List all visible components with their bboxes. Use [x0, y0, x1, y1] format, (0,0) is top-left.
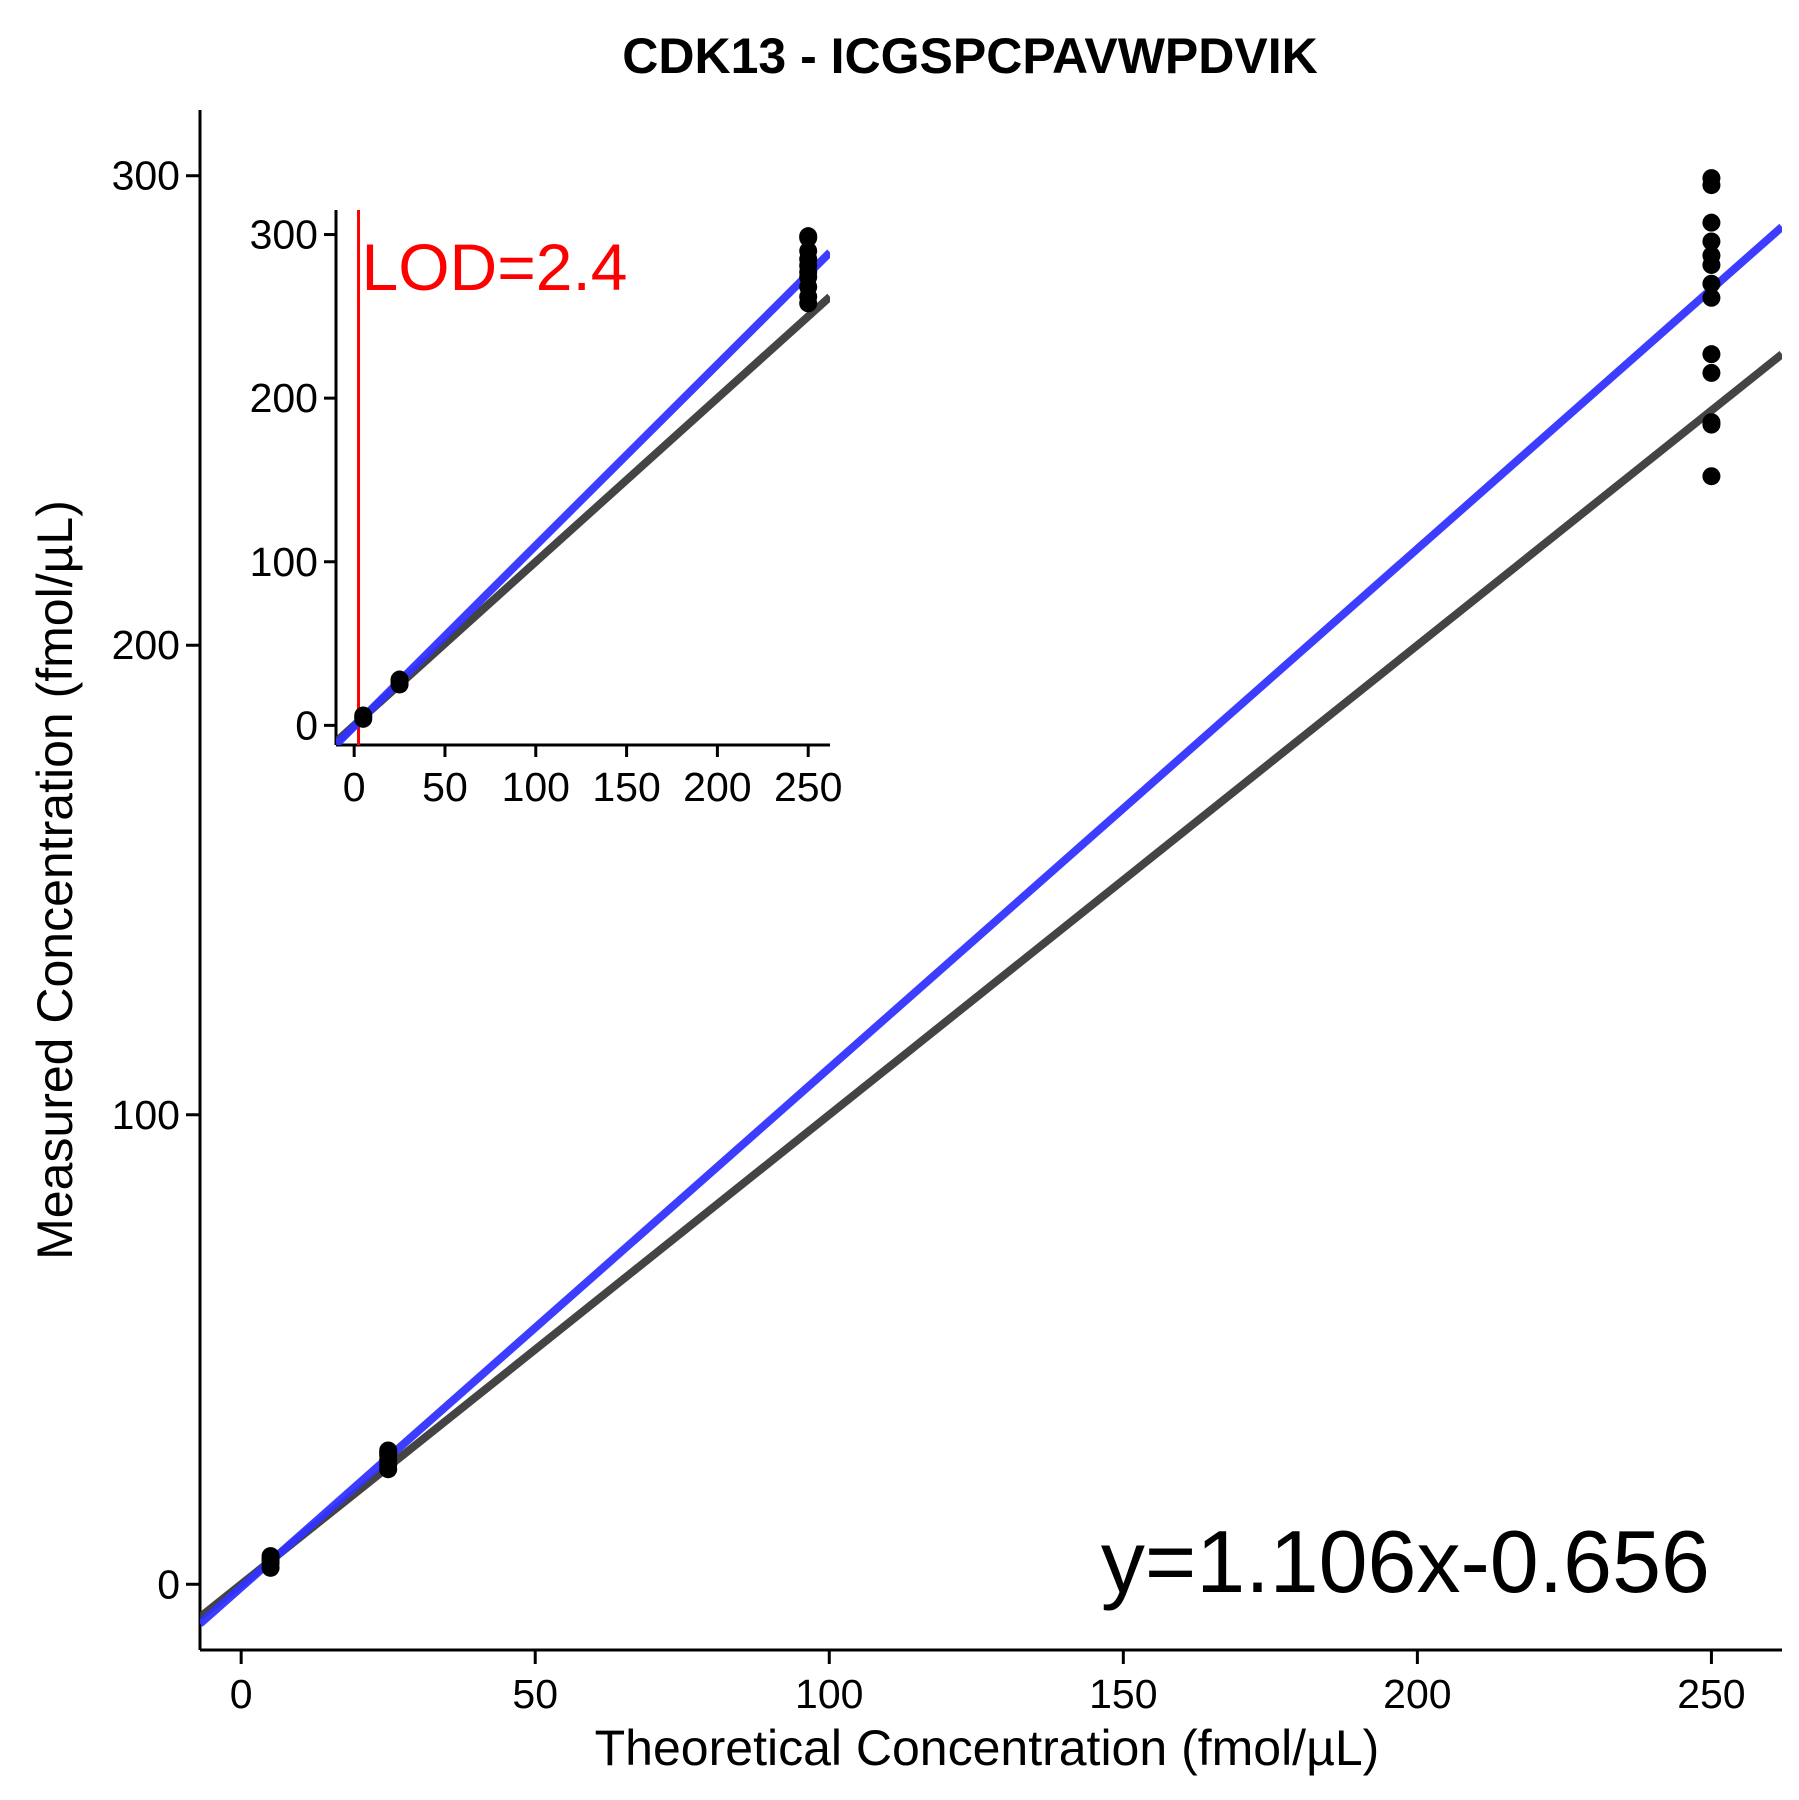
inset-x-tick-label: 200 — [683, 764, 751, 810]
inset-y-tick-label: 300 — [250, 212, 318, 258]
inset-y-tick-label: 200 — [250, 375, 318, 421]
main-x-tick-label: 50 — [512, 1671, 558, 1717]
main-y-tick-label: 0 — [157, 1561, 180, 1607]
main-data-point — [261, 1547, 280, 1566]
main-y-tick-label: 300 — [112, 153, 180, 199]
chart-title: CDK13 - ICGSPCPAVWPDVIK — [622, 28, 1317, 84]
inset-x-tick-label: 100 — [502, 764, 570, 810]
main-y-tick-label: 200 — [112, 622, 180, 668]
main-x-tick-label: 0 — [230, 1671, 253, 1717]
main-data-point — [1702, 413, 1721, 432]
main-x-tick-label: 250 — [1677, 1671, 1745, 1717]
inset-x-tick-label: 150 — [592, 764, 660, 810]
main-data-point — [1702, 169, 1721, 188]
main-data-point — [1702, 213, 1721, 232]
inset-data-point — [799, 227, 818, 246]
inset-x-tick-label: 250 — [774, 764, 842, 810]
main-data-point — [1702, 345, 1721, 364]
main-fit-line — [200, 223, 1782, 1627]
main-y-tick-label: 100 — [112, 1092, 180, 1138]
inset-data-point — [354, 706, 373, 725]
inset-lod-label: LOD=2.4 — [362, 230, 628, 304]
main-data-point — [1702, 363, 1721, 382]
main-equation-label: y=1.106x-0.656 — [1101, 1512, 1710, 1611]
main-data-point — [1702, 288, 1721, 307]
main-identity-line — [200, 351, 1782, 1621]
inset-x-tick-label: 50 — [422, 764, 468, 810]
inset-plot-area: 0 50 100 150 200 250 0 100 200 300 LOD=2.4 — [250, 210, 842, 810]
x-axis-title: Theoretical Concentration (fmol/µL) — [595, 1720, 1380, 1776]
inset-y-tick-label: 100 — [250, 539, 318, 585]
main-data-point — [1702, 467, 1721, 486]
inset-fit-line — [336, 249, 830, 745]
main-data-point — [1702, 232, 1721, 251]
inset-y-tick-label: 0 — [295, 702, 318, 748]
main-x-tick-label: 200 — [1383, 1671, 1451, 1717]
main-x-tick-label: 100 — [795, 1671, 863, 1717]
inset-data-point — [799, 294, 818, 313]
main-data-point — [379, 1441, 398, 1460]
main-plot-area: 0 50 100 150 200 250 0 100 200 300 y=1.106x-0.656 — [112, 110, 1782, 1717]
main-data-point — [1702, 255, 1721, 274]
inset-x-tick-label: 0 — [343, 764, 366, 810]
main-x-tick-label: 150 — [1089, 1671, 1157, 1717]
inset-data-point — [390, 670, 409, 689]
main-data-point — [1702, 274, 1721, 293]
y-axis-title: Measured Concentration (fmol/µL) — [27, 500, 83, 1260]
